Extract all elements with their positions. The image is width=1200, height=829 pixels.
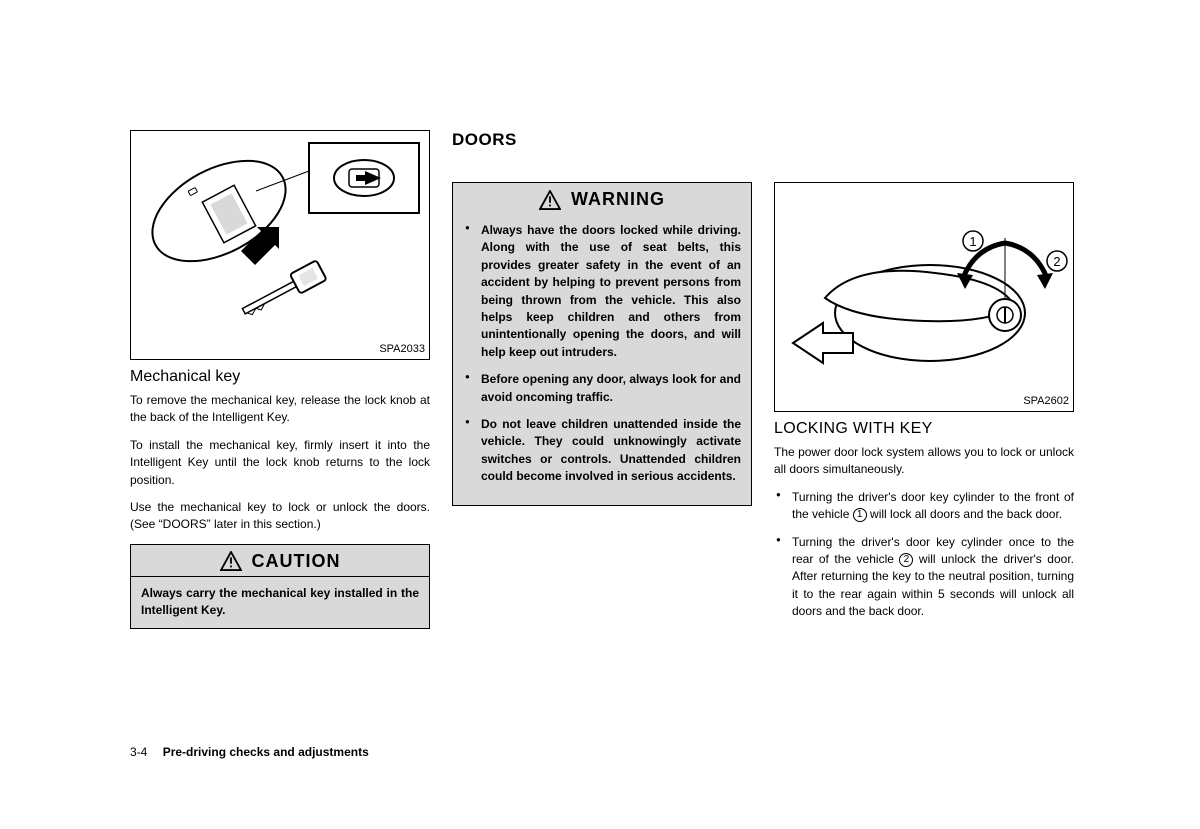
chapter-title: Pre-driving checks and adjustments	[163, 745, 369, 759]
warning-triangle-icon	[539, 190, 561, 210]
caution-text: Always carry the mechanical key installe…	[141, 585, 419, 619]
paragraph: The power door lock system allows you to…	[774, 444, 1074, 479]
caution-header: CAUTION	[131, 545, 429, 577]
svg-text:2: 2	[1053, 254, 1060, 269]
subheading-locking-with-key: LOCKING WITH KEY	[774, 420, 1074, 438]
paragraph: Use the mechanical key to lock or unlock…	[130, 499, 430, 534]
page-number: 3-4	[130, 745, 147, 759]
door-handle-illustration: 1 2	[775, 183, 1075, 413]
paragraph: To remove the mechanical key, release th…	[130, 392, 430, 427]
column-3: 1 2 SPA2602 LOCKING WITH KEY The power d…	[774, 130, 1074, 631]
list-item: Turning the driver's door key cylinder o…	[774, 534, 1074, 621]
circled-number-2: 2	[899, 553, 913, 567]
caution-title: CAUTION	[252, 551, 341, 572]
figure-mechanical-key: SPA2033	[130, 130, 430, 360]
warning-item: Before opening any door, always look for…	[463, 371, 741, 406]
svg-text:1: 1	[969, 234, 976, 249]
warning-item: Do not leave children unattended inside …	[463, 416, 741, 486]
column-1: SPA2033 Mechanical key To remove the mec…	[130, 130, 430, 631]
figure-code-2: SPA2602	[1023, 395, 1069, 407]
circled-number-1: 1	[853, 508, 867, 522]
warning-header: WARNING	[453, 183, 751, 214]
warning-triangle-icon	[220, 551, 242, 571]
text-fragment: will lock all doors and the back door.	[867, 507, 1062, 521]
warning-title: WARNING	[571, 189, 665, 210]
locking-list: Turning the driver's door key cylinder t…	[774, 489, 1074, 631]
warning-list: Always have the doors locked while drivi…	[463, 222, 741, 485]
subheading-mechanical-key: Mechanical key	[130, 368, 430, 386]
page-footer: 3-4 Pre-driving checks and adjustments	[130, 745, 369, 759]
list-item: Turning the driver's door key cylinder t…	[774, 489, 1074, 524]
page-content: SPA2033 Mechanical key To remove the mec…	[130, 130, 1075, 631]
spacer	[774, 130, 1074, 182]
warning-item: Always have the doors locked while drivi…	[463, 222, 741, 361]
paragraph: To install the mechanical key, firmly in…	[130, 437, 430, 489]
warning-body: Always have the doors locked while drivi…	[453, 214, 751, 505]
caution-body: Always carry the mechanical key installe…	[131, 577, 429, 629]
figure-door-handle: 1 2 SPA2602	[774, 182, 1074, 412]
figure-code-1: SPA2033	[379, 343, 425, 355]
warning-box: WARNING Always have the doors locked whi…	[452, 182, 752, 506]
mechanical-key-illustration	[131, 131, 431, 361]
column-2: WARNING Always have the doors locked whi…	[452, 130, 752, 631]
caution-box: CAUTION Always carry the mechanical key …	[130, 544, 430, 630]
